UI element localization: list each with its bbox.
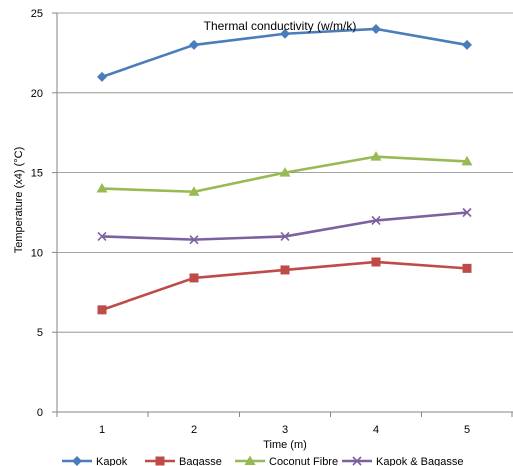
legend-label: Bagasse — [179, 456, 222, 466]
data-point-bagasse — [462, 263, 472, 273]
data-point-kapok-bagasse-stroke — [371, 215, 381, 226]
x-tick-label: 4 — [373, 424, 379, 436]
data-point-kapok-bagasse — [371, 215, 381, 226]
legend-marker — [72, 456, 82, 466]
legend-marker — [244, 455, 256, 465]
y-tick-label: 10 — [31, 247, 43, 259]
data-point-kapok — [189, 39, 199, 50]
data-point-bagasse — [371, 257, 381, 267]
data-point-bagasse — [189, 273, 199, 283]
data-point-coconut-fibre — [461, 155, 473, 166]
y-tick-label: 0 — [37, 407, 43, 419]
data-point-kapok-bagasse-stroke — [97, 231, 107, 242]
legend-marker — [155, 456, 165, 466]
legend-label: Coconut Fibre — [269, 456, 338, 466]
legend-marker — [352, 456, 362, 466]
data-point-coconut-fibre — [370, 151, 382, 161]
y-tick-label: 15 — [31, 168, 43, 180]
chart-title: Thermal conductivity (w/m/k) — [204, 19, 357, 33]
x-tick-label: 2 — [191, 424, 197, 436]
series-kapok — [97, 23, 472, 82]
series-coconut-fibre — [96, 151, 473, 196]
data-point-kapok-bagasse — [462, 207, 472, 218]
data-point-kapok-bagasse — [97, 231, 107, 242]
legend-item-kapok-bagasse: Kapok & Bagasse — [342, 456, 463, 466]
series-group — [96, 23, 473, 315]
x-tick-label: 1 — [99, 424, 105, 436]
data-point-kapok-bagasse-stroke — [462, 207, 472, 218]
x-tick-label: 5 — [464, 424, 470, 436]
data-point-kapok — [462, 39, 472, 50]
series-bagasse — [97, 257, 472, 315]
data-point-kapok — [280, 28, 290, 39]
data-point-coconut-fibre — [96, 183, 108, 193]
data-point-kapok — [371, 23, 381, 34]
data-point-kapok-bagasse — [280, 231, 290, 242]
data-point-kapok-bagasse-stroke — [189, 235, 199, 245]
legend-item-bagasse: Bagasse — [145, 456, 222, 466]
data-point-bagasse — [97, 305, 107, 315]
axes — [56, 13, 513, 413]
data-point-kapok — [97, 71, 107, 82]
legend-label: Kapok & Bagasse — [376, 456, 463, 466]
x-tick-label: 3 — [282, 424, 288, 436]
y-tick-label: 5 — [37, 327, 43, 339]
series-kapok-bagasse — [97, 207, 472, 245]
legend-item-kapok: Kapok — [62, 456, 128, 466]
data-point-coconut-fibre — [188, 186, 200, 196]
data-point-bagasse — [280, 265, 290, 275]
y-tick-label: 25 — [31, 8, 43, 20]
y-axis-ticks: 0 5 10 15 20 25 — [31, 8, 57, 419]
x-axis-ticks: 1 2 3 4 5 — [56, 412, 513, 436]
legend: Kapok Bagasse Coconut Fibre Kapok & Bagasse — [62, 455, 463, 466]
data-point-kapok-bagasse — [189, 235, 199, 245]
legend-label: Kapok — [96, 456, 128, 466]
data-point-kapok-bagasse-stroke — [280, 231, 290, 242]
data-point-coconut-fibre — [279, 167, 291, 177]
x-axis-title: Time (m) — [263, 439, 307, 451]
y-tick-label: 20 — [31, 88, 43, 100]
legend-item-coconut-fibre: Coconut Fibre — [235, 455, 338, 466]
legend-marker-stroke — [352, 456, 362, 466]
y-axis-title: Temperature (x4) (°C) — [13, 147, 25, 253]
